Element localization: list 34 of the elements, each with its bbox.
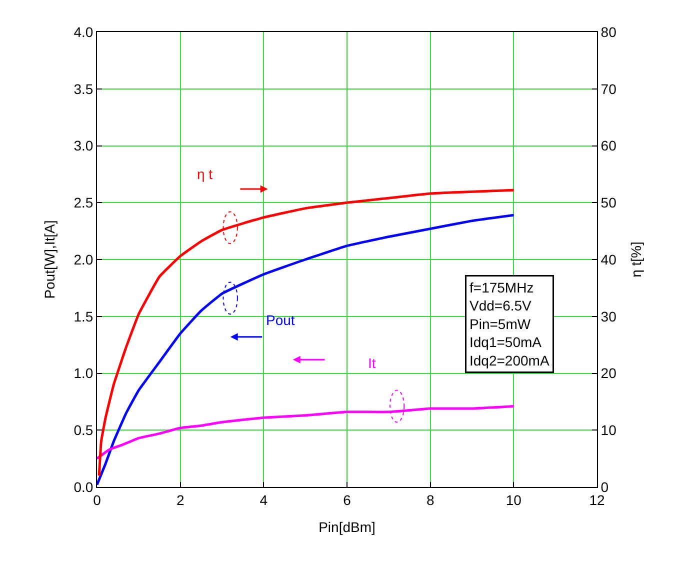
y-tick-label: 2.0 (74, 251, 94, 268)
y-tick-label: 3.5 (74, 80, 94, 97)
annotation: Idq2=200mA (470, 352, 550, 368)
annotation: Pin=5mW (470, 316, 532, 332)
y-tick-label: 0.0 (74, 478, 94, 495)
text: It (368, 355, 376, 371)
x-tick-label: 10 (506, 492, 522, 508)
y-tick-label: 3.0 (74, 138, 94, 154)
y2-tick-label: 80 (600, 24, 617, 40)
text: η t (197, 166, 213, 182)
x-tick-label: 4 (260, 492, 268, 508)
y2-tick-label: 30 (600, 308, 617, 324)
y-tick-label: 1.5 (74, 308, 94, 324)
y2-tick-label: 20 (600, 365, 617, 382)
y-tick-label: 4.0 (74, 24, 94, 40)
y2-tick-label: 70 (600, 80, 617, 97)
x-axis-title: Pin[dBm] (318, 519, 376, 536)
annotation: f=175MHz (470, 280, 534, 296)
x-tick-label: 8 (426, 492, 434, 508)
y-tick-label: 1.0 (74, 365, 94, 382)
y-tick-label: 2.5 (74, 194, 94, 211)
y2-tick-label: 10 (600, 422, 617, 438)
annotation: Vdd=6.5V (470, 298, 532, 314)
y-axis-title: Pout[W],It[A] (41, 220, 58, 299)
y-tick-label: 0.5 (74, 422, 94, 438)
y2-axis-title: η t[%] (628, 242, 644, 278)
y2-tick-label: 40 (600, 251, 617, 268)
x-tick-label: 2 (176, 492, 184, 508)
x-tick-label: 0 (93, 492, 102, 508)
y2-tick-label: 60 (600, 138, 617, 154)
x-tick-label: 6 (343, 492, 352, 508)
text: Pout (266, 312, 295, 328)
y2-tick-label: 50 (600, 194, 617, 211)
annotation: Idq1=50mA (470, 334, 542, 350)
